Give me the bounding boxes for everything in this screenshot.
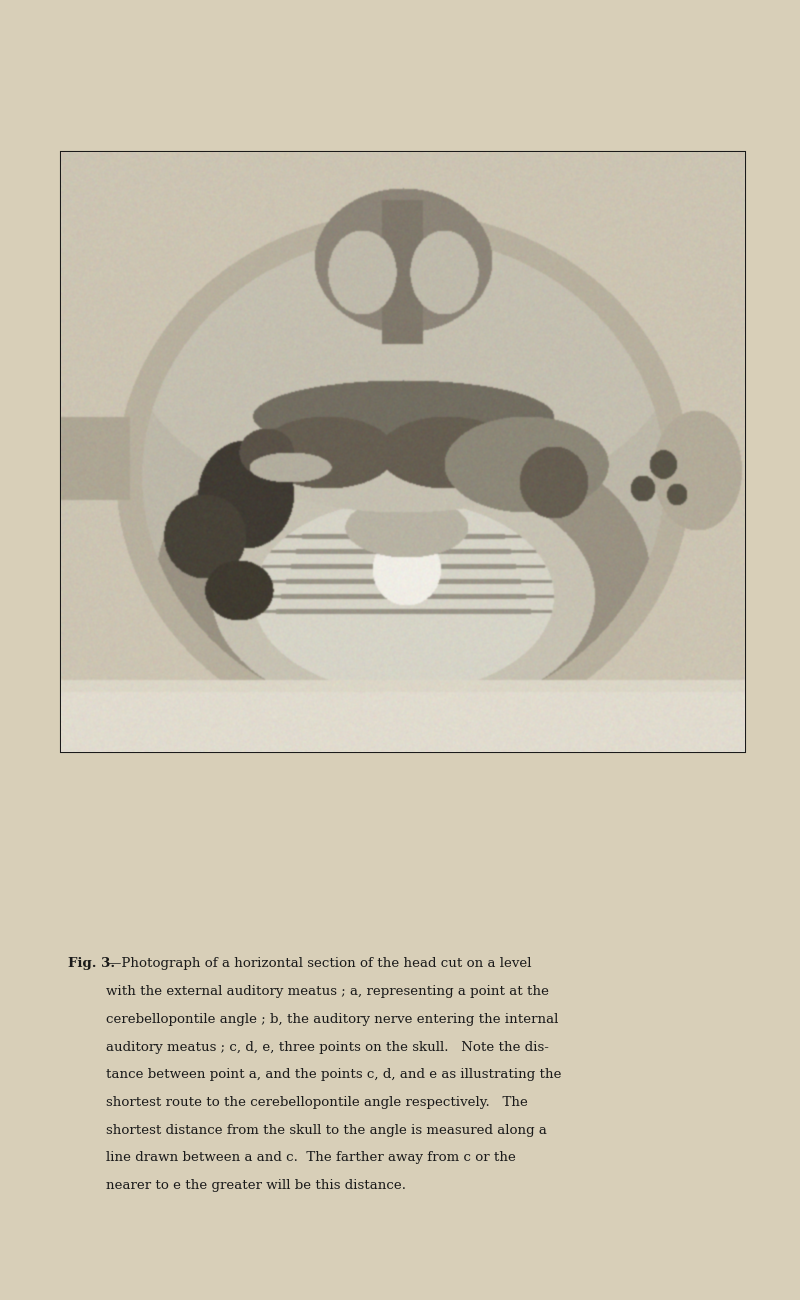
- Text: —Photograph of a horizontal section of the head cut on a level: —Photograph of a horizontal section of t…: [108, 957, 532, 970]
- Text: with the external auditory meatus ; a, representing a point at the: with the external auditory meatus ; a, r…: [106, 985, 549, 998]
- Text: b: b: [137, 354, 146, 367]
- Text: shortest route to the cerebellopontile angle respectively.   The: shortest route to the cerebellopontile a…: [106, 1096, 527, 1109]
- Text: auditory meatus ; c, d, e, three points on the skull.   Note the dis-: auditory meatus ; c, d, e, three points …: [106, 1040, 549, 1053]
- Text: a: a: [158, 322, 166, 335]
- Text: e: e: [299, 630, 308, 645]
- Text: c: c: [120, 463, 128, 477]
- Text: nearer to e the greater will be this distance.: nearer to e the greater will be this dis…: [106, 1179, 406, 1192]
- Bar: [61, 152, 745, 751]
- Text: Fig. 3.: Fig. 3.: [68, 957, 115, 970]
- Text: line drawn between a and c.  The farther away from c or the: line drawn between a and c. The farther …: [106, 1152, 515, 1165]
- Text: d: d: [178, 554, 187, 568]
- Text: cerebellopontile angle ; b, the auditory nerve entering the internal: cerebellopontile angle ; b, the auditory…: [106, 1013, 558, 1026]
- Text: tance between point a, and the points c, d, and e as illustrating the: tance between point a, and the points c,…: [106, 1069, 561, 1082]
- Text: shortest distance from the skull to the angle is measured along a: shortest distance from the skull to the …: [106, 1123, 546, 1136]
